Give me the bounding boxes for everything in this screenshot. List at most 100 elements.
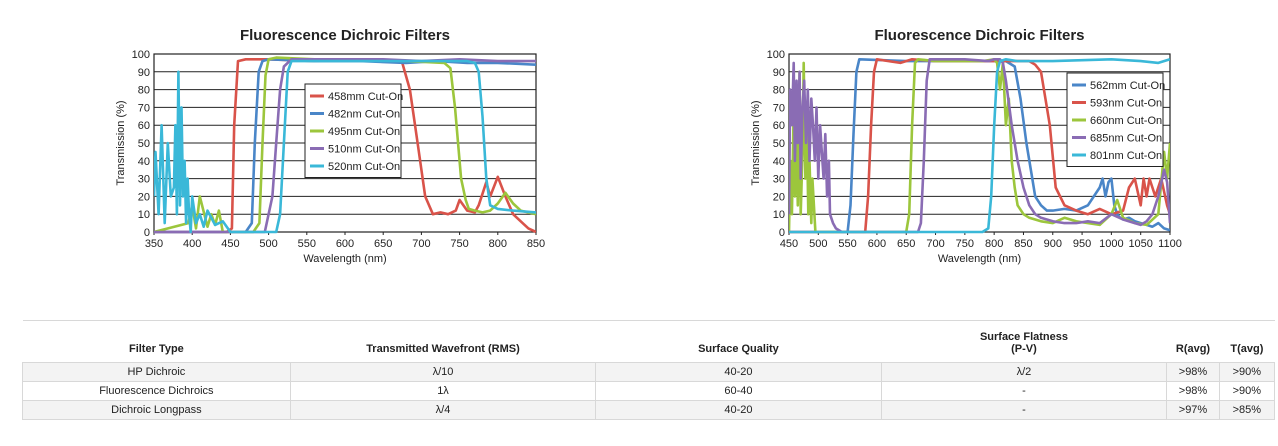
y-tick-label: 100 [767,49,785,61]
x-axis-label: Wavelength (nm) [303,253,386,265]
series-line [154,59,536,234]
y-tick-label: 30 [773,174,785,186]
x-tick-label: 1000 [1099,238,1123,250]
x-axis-label: Wavelength (nm) [938,253,1021,265]
y-tick-label: 60 [138,120,150,132]
header-surface-quality: Surface Quality [698,343,779,355]
chart-title: Fluorescence Dichroic Filters [240,27,450,44]
table-row: Dichroic Longpass λ/4 40-20 - >97% >85% [22,400,1276,420]
chart-right-svg: Fluorescence Dichroic Filters 0 10 20 30 40 50… [750,27,1182,265]
x-tick-label: 650 [374,238,392,250]
legend-label: 458mm Cut-On [328,91,403,103]
cell-type: HP Dichroic [22,362,291,382]
cell-quality: 40-20 [595,400,882,420]
x-tick-label: 400 [183,238,201,250]
y-tick-label: 30 [138,174,150,186]
legend-label: 482nm Cut-On [328,109,400,121]
cell-tavg: >90% [1218,381,1276,401]
cell-type: Fluorescence Dichroics [22,381,291,401]
x-tick-label: 900 [1044,238,1062,250]
series-line [789,57,1170,234]
header-surface-flatness: Surface Flatness (P-V) [881,321,1167,363]
series-line [789,57,1170,234]
series-line [154,56,536,234]
cell-quality: 40-20 [595,362,882,382]
series-line [154,57,536,234]
y-tick-label: 20 [773,191,785,203]
y-axis-label: Transmission (%) [750,100,762,185]
cell-wavefront: 1λ [289,381,597,401]
header-filter-type: Filter Type [128,343,184,355]
series-line [789,57,1170,234]
legend-label: 510nm Cut-On [328,144,400,156]
y-tick-label: 10 [138,209,150,221]
legend-label: 801nm Cut-On [1090,150,1162,162]
legend-label: 593nm Cut-On [1090,98,1162,110]
cell-type: Dichroic Longpass [22,400,291,420]
x-tick-label: 550 [298,238,316,250]
y-tick-label: 90 [138,67,150,79]
y-tick-label: 70 [773,102,785,114]
table-header-row: Filter Type Transmitted Wavefront (RMS) … [22,320,1275,363]
x-tick-label: 450 [780,238,798,250]
y-tick-label: 100 [132,49,150,61]
header-tavg: T(avg) [1230,343,1264,355]
cell-ravg: >98% [1166,362,1220,382]
legend-label: 495nm Cut-On [328,126,400,138]
cell-tavg: >85% [1218,400,1276,420]
chart-title: Fluorescence Dichroic Filters [874,27,1084,44]
x-tick-label: 1100 [1158,238,1182,250]
cell-quality: 60-40 [595,381,882,401]
x-tick-label: 850 [527,238,545,250]
x-tick-label: 800 [489,238,507,250]
cell-wavefront: λ/4 [289,400,597,420]
x-tick-label: 850 [1014,238,1032,250]
y-tick-label: 40 [773,156,785,168]
y-tick-label: 90 [773,67,785,79]
y-tick-label: 20 [138,191,150,203]
x-tick-label: 500 [809,238,827,250]
chart-left-svg: Fluorescence Dichroic Filters 0 10 20 30 40 50… [115,27,545,265]
cell-flatness: - [880,381,1168,401]
y-tick-label: 80 [138,85,150,97]
cell-ravg: >98% [1166,381,1220,401]
y-tick-label: 50 [138,138,150,150]
legend-label: 685nm Cut-On [1090,133,1162,145]
header-ravg: R(avg) [1175,343,1211,355]
x-tick-label: 750 [956,238,974,250]
y-tick-label: 80 [773,85,785,97]
y-tick-label: 0 [144,227,150,239]
cell-tavg: >90% [1218,362,1276,382]
y-tick-label: 10 [773,209,785,221]
cell-ravg: >97% [1166,400,1220,420]
x-tick-label: 1050 [1128,238,1152,250]
y-tick-label: 50 [773,138,785,150]
y-tick-label: 40 [138,156,150,168]
plot-frame [153,53,537,233]
x-tick-label: 700 [926,238,944,250]
x-tick-label: 950 [1073,238,1091,250]
legend-label: 520nm Cut-On [328,161,400,173]
x-tick-label: 550 [838,238,856,250]
header-flatness-line2: (P-V) [1011,343,1037,355]
spec-table: Filter Type Transmitted Wavefront (RMS) … [22,320,1276,420]
x-tick-label: 650 [897,238,915,250]
cell-wavefront: λ/10 [289,362,597,382]
y-tick-label: 0 [779,227,785,239]
series-line [789,57,1170,234]
x-tick-label: 600 [868,238,886,250]
y-axis-label: Transmission (%) [115,100,127,185]
legend-label: 660nm Cut-On [1090,115,1162,127]
legend-label: 562mm Cut-On [1090,80,1165,92]
cell-flatness: λ/2 [880,362,1168,382]
y-tick-label: 70 [138,102,150,114]
header-flatness-line1: Surface Flatness [979,331,1068,343]
x-tick-label: 600 [336,238,354,250]
y-tick-label: 60 [773,120,785,132]
x-tick-label: 750 [450,238,468,250]
x-tick-label: 800 [985,238,1003,250]
x-tick-label: 700 [412,238,430,250]
x-tick-label: 350 [145,238,163,250]
x-tick-label: 500 [259,238,277,250]
table-row: Fluorescence Dichroics 1λ 60-40 - >98% >… [22,381,1276,401]
